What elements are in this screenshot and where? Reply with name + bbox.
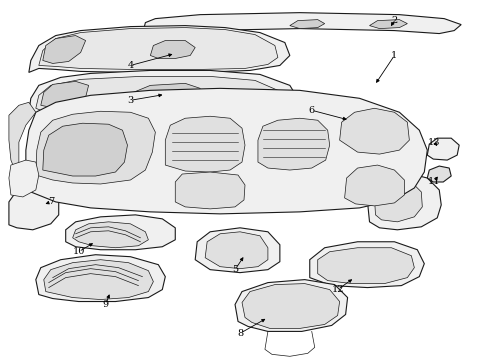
Polygon shape [130,84,200,108]
Polygon shape [235,280,347,332]
Polygon shape [175,172,245,209]
Polygon shape [150,41,195,58]
Text: 12: 12 [331,285,344,294]
Polygon shape [9,160,39,197]
Polygon shape [43,123,127,176]
Polygon shape [344,165,404,206]
Polygon shape [258,118,330,170]
Text: 7: 7 [48,197,54,206]
Polygon shape [374,180,422,222]
Polygon shape [41,81,89,108]
Polygon shape [368,173,441,230]
Polygon shape [44,260,153,300]
Text: 5: 5 [232,265,238,274]
Polygon shape [427,138,459,160]
Polygon shape [205,232,268,269]
Text: 8: 8 [237,329,243,338]
Polygon shape [36,111,155,184]
Polygon shape [165,116,245,172]
Polygon shape [9,188,59,230]
Polygon shape [340,108,409,154]
Text: 6: 6 [309,106,315,115]
Text: 11: 11 [428,177,441,186]
Text: 1: 1 [392,51,397,60]
Text: 2: 2 [392,16,397,25]
Text: 10: 10 [73,247,85,256]
Text: 4: 4 [127,61,134,70]
Polygon shape [427,166,451,182]
Polygon shape [39,28,278,69]
Polygon shape [29,71,298,120]
Polygon shape [144,13,461,33]
Polygon shape [43,36,86,63]
Polygon shape [26,88,427,214]
Text: 3: 3 [127,96,134,105]
Polygon shape [290,20,325,28]
Text: 9: 9 [102,300,109,309]
Polygon shape [310,242,424,288]
Polygon shape [36,76,282,119]
Polygon shape [195,228,280,273]
Polygon shape [66,215,175,250]
Text: 13: 13 [428,138,441,147]
Polygon shape [29,26,290,72]
Polygon shape [9,102,36,170]
Polygon shape [242,284,340,328]
Polygon shape [73,222,148,248]
Polygon shape [369,20,407,28]
Polygon shape [318,248,415,284]
Polygon shape [36,255,165,302]
